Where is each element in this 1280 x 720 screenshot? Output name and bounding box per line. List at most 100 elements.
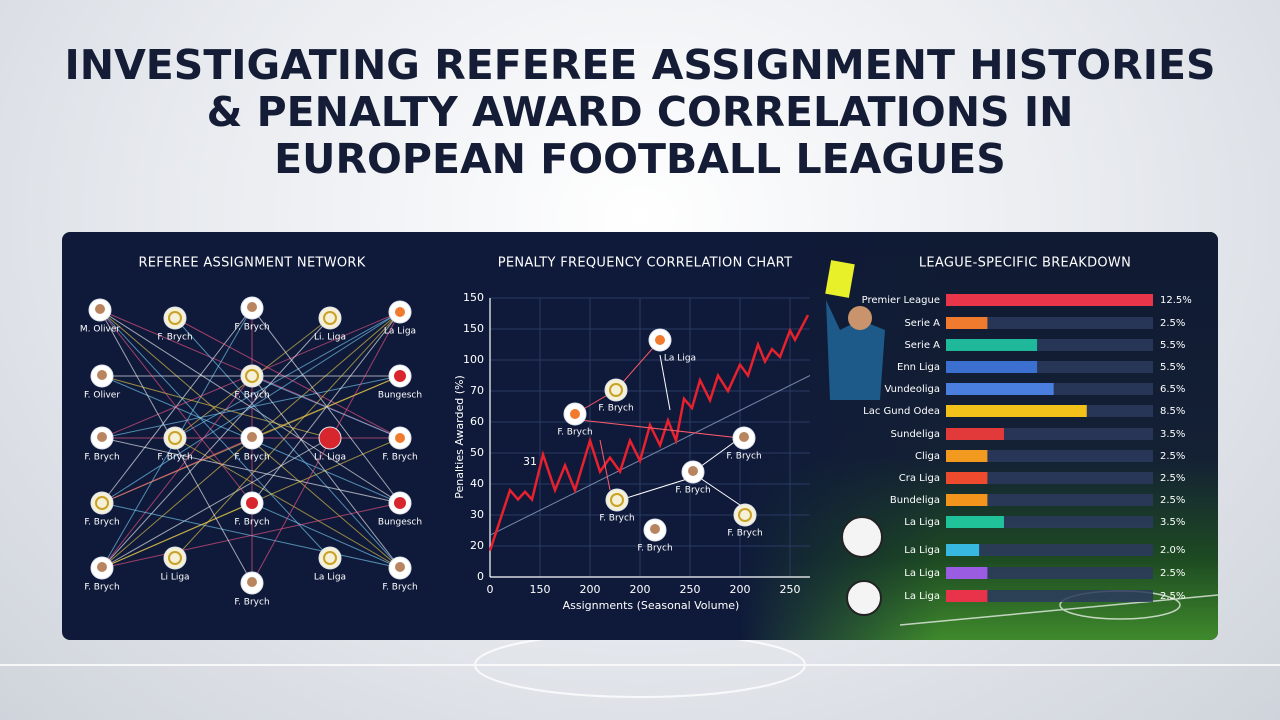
node-crest: [95, 496, 109, 510]
node-crest: [610, 493, 624, 507]
value-label: 2.5%: [1160, 568, 1185, 579]
node-crest: [394, 497, 406, 509]
value-label: 2.5%: [1160, 473, 1185, 484]
node-label: F. Brych: [234, 391, 269, 401]
node-crest: [168, 311, 182, 325]
value-label: 12.5%: [1160, 295, 1192, 306]
overlay-edge: [659, 354, 671, 411]
node-icon: [604, 378, 628, 402]
title-line: INVESTIGATING REFEREE ASSIGNMENT HISTORI…: [65, 41, 1216, 89]
y-tick-label: 50: [470, 446, 484, 459]
panel-title: PENALTY FREQUENCY CORRELATION CHART: [498, 256, 793, 271]
network-edge: [251, 502, 401, 569]
bar: [946, 567, 988, 579]
node-crest: [609, 383, 623, 397]
network-edge: [174, 311, 401, 559]
y-tick-label: 150: [463, 291, 484, 304]
node-label: Bungesch: [378, 518, 422, 528]
node-face: [739, 432, 749, 442]
node-crest: [168, 551, 182, 565]
node-face: [247, 432, 257, 442]
bar-track: [946, 494, 1153, 506]
data-line: [488, 314, 810, 552]
node-label: F. Brych: [84, 583, 119, 593]
bar-track: [946, 472, 1153, 484]
network-edge: [174, 317, 401, 439]
node-face: [650, 524, 660, 534]
network-edge: [101, 437, 331, 569]
node-crest: [570, 409, 580, 419]
bar: [946, 317, 988, 329]
node-icon: [163, 426, 187, 450]
bar: [946, 494, 988, 506]
node-label: F. Brych: [382, 453, 417, 463]
value-label: 8.5%: [1160, 406, 1185, 417]
network-edge: [99, 309, 331, 559]
value-label: 2.5%: [1160, 318, 1185, 329]
bar: [946, 339, 1038, 351]
category-label: Lac Gund Odea: [863, 406, 940, 417]
network-edge: [174, 311, 401, 439]
node-icon: [318, 426, 342, 450]
network-edge: [101, 502, 401, 569]
bar-track: [946, 450, 1153, 462]
overlay-edge: [699, 477, 741, 506]
value-label: 6.5%: [1160, 384, 1185, 395]
y-tick-label: 60: [470, 415, 484, 428]
node-crest: [323, 551, 337, 565]
node-face: [97, 432, 107, 442]
node-label: La Liga: [314, 573, 346, 583]
node-crest: [246, 497, 258, 509]
panel-title: REFEREE ASSIGNMENT NETWORK: [138, 256, 365, 271]
value-label: 2.5%: [1160, 451, 1185, 462]
trend-line: [489, 375, 811, 536]
node-crest: [395, 307, 405, 317]
node-label: Bungesch: [378, 391, 422, 401]
network-edge: [251, 307, 401, 504]
node-crest: [168, 431, 182, 445]
ball: [841, 516, 883, 558]
value-label: 5.5%: [1160, 362, 1185, 373]
network-edge: [101, 317, 331, 569]
node-label: La Liga: [384, 327, 416, 337]
value-label: 2.5%: [1160, 591, 1185, 602]
bar: [946, 590, 988, 602]
y-axis-label: Penalties Awarded (%): [453, 375, 466, 499]
bar: [946, 428, 1004, 440]
bar: [946, 450, 988, 462]
point-label: 31: [523, 455, 537, 468]
bar-track: [946, 544, 1153, 556]
bar: [946, 383, 1054, 395]
node-icon: [318, 546, 342, 570]
x-tick-label: 250: [680, 583, 701, 596]
category-label: Cliga: [915, 451, 940, 462]
category-label: Serie A: [904, 340, 940, 351]
category-label: Premier League: [862, 295, 940, 306]
network-edge: [101, 307, 253, 504]
network-edge: [99, 309, 253, 504]
category-label: Serie A: [904, 318, 940, 329]
ball: [846, 580, 882, 616]
node-crest: [738, 508, 752, 522]
node-icon: [163, 546, 187, 570]
node-label: F. Brych: [157, 333, 192, 343]
x-tick-label: 150: [530, 583, 551, 596]
value-label: 3.5%: [1160, 429, 1185, 440]
node-label: F. Brych: [637, 544, 672, 554]
node-label: F. Brych: [84, 453, 119, 463]
node-label: M. Oliver: [80, 325, 120, 335]
network-edge: [101, 437, 253, 504]
value-label: 3.5%: [1160, 517, 1185, 528]
node-label: F. Brych: [598, 404, 633, 414]
node-label: F. Brych: [234, 323, 269, 333]
node-icon: [163, 306, 187, 330]
bar: [946, 544, 980, 556]
node-label: F. Brych: [84, 518, 119, 528]
network-edge: [99, 309, 401, 504]
bar: [946, 361, 1038, 373]
node-face: [688, 466, 698, 476]
title-line: EUROPEAN FOOTBALL LEAGUES: [274, 135, 1006, 183]
drawing-layer: M. Oliver F. Brych F. Brych Li. Liga La Liga…: [80, 291, 1192, 612]
node-crest: [323, 311, 337, 325]
